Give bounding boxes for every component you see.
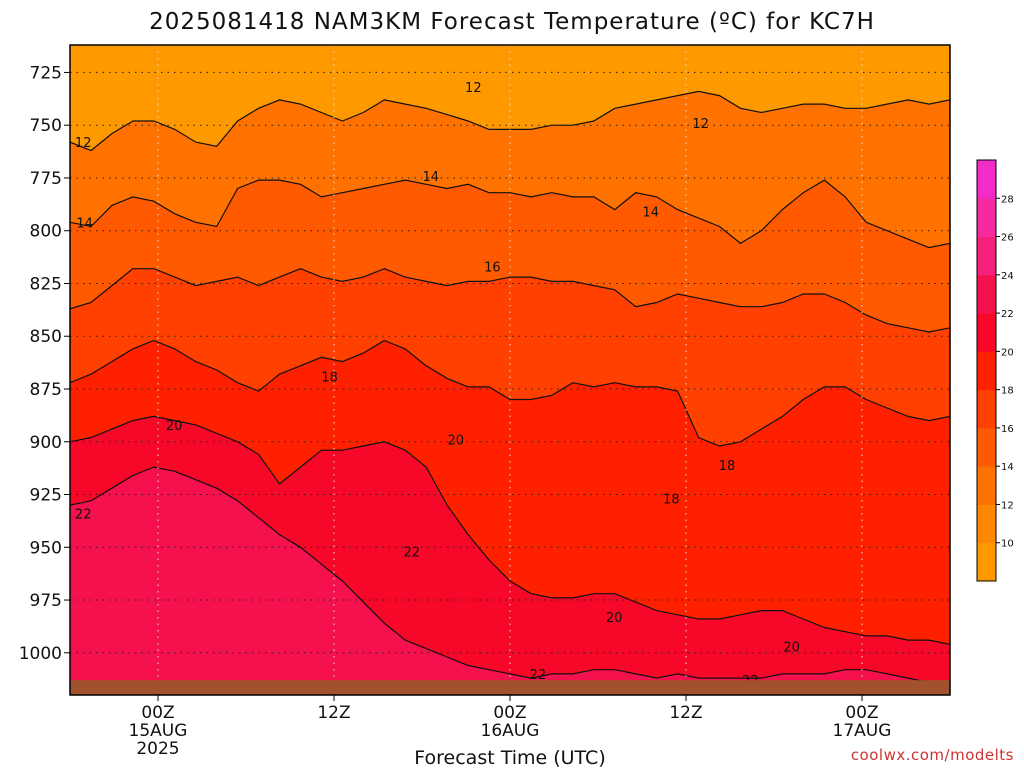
colorbar-segment bbox=[977, 313, 996, 352]
contour-label-14: 14 bbox=[423, 170, 440, 185]
contour-label-18: 18 bbox=[663, 493, 680, 508]
colorbar-label: 18 bbox=[1001, 386, 1014, 397]
colorbar-segment bbox=[977, 236, 996, 276]
contour-label-12: 12 bbox=[692, 117, 709, 132]
contour-label-20: 20 bbox=[606, 611, 623, 626]
x-tick-label: 2025 bbox=[136, 739, 179, 759]
y-tick-label: 775 bbox=[30, 169, 62, 189]
x-tick-label: 17AUG bbox=[833, 721, 892, 741]
colorbar: 10 12 14 16 18 20 22 24 26 28 bbox=[976, 159, 1014, 582]
colorbar-label: 14 bbox=[1001, 462, 1014, 473]
x-tick-label: 12Z bbox=[317, 703, 350, 723]
colorbar-segment bbox=[977, 351, 996, 391]
x-axis-label: Forecast Time (UTC) bbox=[414, 747, 605, 768]
x-tick-label: 00Z bbox=[493, 703, 526, 723]
contour-label-20: 20 bbox=[166, 419, 183, 434]
contour-line-14 bbox=[70, 179, 950, 249]
contour-label-14: 14 bbox=[76, 216, 93, 231]
colorbar-segment bbox=[977, 466, 996, 505]
colorbar-label: 22 bbox=[1001, 309, 1014, 320]
colorbar-segment bbox=[977, 198, 996, 238]
x-tick-label: 00Z bbox=[845, 703, 878, 723]
y-tick-label: 950 bbox=[30, 538, 62, 558]
contour-label-20: 20 bbox=[783, 640, 800, 655]
y-tick-label: 825 bbox=[30, 274, 62, 294]
contour-lines bbox=[70, 90, 950, 683]
colorbar-segment bbox=[977, 542, 996, 582]
contour-line-20 bbox=[70, 415, 950, 645]
y-tick-label: 875 bbox=[30, 380, 62, 400]
colorbar-label: 28 bbox=[1001, 194, 1014, 205]
y-axis: 725 750 775 800 825 850 875 900 925 950 975 1000 bbox=[19, 63, 70, 664]
contour-line-22 bbox=[70, 466, 950, 683]
ground-terrain bbox=[70, 680, 950, 695]
colorbar-label: 16 bbox=[1001, 424, 1014, 435]
colorbar-segment bbox=[977, 274, 996, 314]
colorbar-label: 12 bbox=[1001, 500, 1014, 511]
y-tick-label: 925 bbox=[30, 486, 62, 506]
contour-label-16: 16 bbox=[484, 261, 501, 276]
y-tick-label: 750 bbox=[30, 116, 62, 136]
colorbar-frame bbox=[976, 159, 997, 582]
colorbar-label: 10 bbox=[1001, 539, 1014, 550]
colorbar-label: 24 bbox=[1001, 271, 1014, 282]
y-tick-label: 725 bbox=[30, 63, 62, 83]
contour-line-12 bbox=[70, 90, 950, 152]
chart-title: 2025081418 NAM3KM Forecast Temperature (… bbox=[149, 9, 875, 35]
contour-label-18: 18 bbox=[719, 459, 736, 474]
credit-link[interactable]: coolwx.com/modelts bbox=[851, 746, 1014, 764]
temperature-band-22 bbox=[70, 467, 950, 695]
contour-label-22: 22 bbox=[530, 668, 547, 683]
contour-label-12: 12 bbox=[465, 81, 482, 96]
colorbar-label: 26 bbox=[1001, 233, 1014, 244]
plot-area: 121212141414161818182020202022222222 bbox=[70, 45, 950, 695]
x-tick-label: 00Z bbox=[141, 703, 174, 723]
y-tick-label: 800 bbox=[30, 222, 62, 242]
contour-label-20: 20 bbox=[447, 434, 464, 449]
x-tick-label: 15AUG bbox=[129, 721, 188, 741]
colorbar-segment bbox=[977, 160, 996, 199]
contour-line-18 bbox=[70, 339, 950, 447]
contour-label-12: 12 bbox=[75, 136, 92, 151]
y-tick-label: 1000 bbox=[19, 644, 62, 664]
contour-line-16 bbox=[70, 268, 950, 333]
colorbar-segment bbox=[977, 389, 996, 429]
x-tick-label: 12Z bbox=[669, 703, 702, 723]
temperature-bands bbox=[70, 91, 950, 695]
colorbar-segment bbox=[977, 504, 996, 544]
contour-label-18: 18 bbox=[321, 370, 338, 385]
y-tick-label: 975 bbox=[30, 591, 62, 611]
colorbar-segment bbox=[977, 427, 996, 467]
y-tick-label: 850 bbox=[30, 327, 62, 347]
x-tick-label: 16AUG bbox=[481, 721, 540, 741]
contour-label-14: 14 bbox=[643, 206, 660, 221]
colorbar-label: 20 bbox=[1001, 347, 1014, 358]
contour-label-22: 22 bbox=[75, 508, 92, 523]
contour-label-22: 22 bbox=[403, 545, 420, 560]
grid-lines bbox=[70, 45, 950, 695]
y-tick-label: 900 bbox=[30, 433, 62, 453]
